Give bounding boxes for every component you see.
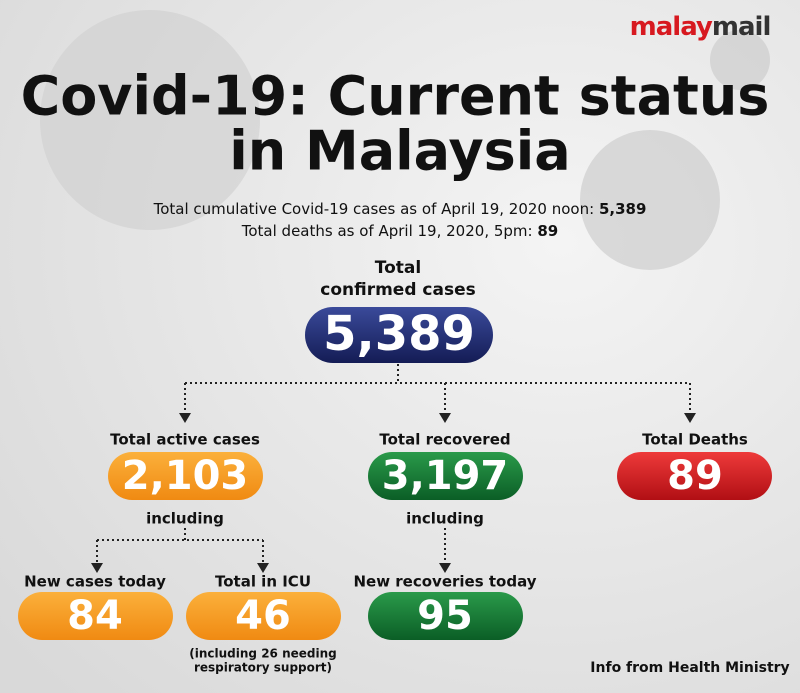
value: 89 (667, 453, 723, 499)
virus-decoration (40, 10, 770, 270)
pill (368, 592, 523, 640)
summary-text: Total deaths as of April 19, 2020, 5pm: (241, 222, 533, 240)
note: including (406, 510, 484, 528)
title: Covid-19: Current status (21, 65, 770, 128)
value: 3,197 (382, 453, 509, 499)
connectors (91, 364, 696, 573)
pill (617, 452, 772, 500)
label: Total (375, 258, 421, 278)
pill (108, 452, 263, 500)
label: New recoveries today (353, 573, 536, 591)
label: Total in ICU (215, 573, 311, 591)
summary: Total cumulative Covid-19 cases as of Ap… (153, 200, 647, 218)
label: New cases today (24, 573, 166, 591)
summary: Total deaths as of April 19, 2020, 5pm: … (241, 222, 559, 240)
title: in Malaysia (229, 120, 571, 183)
label: Total active cases (110, 431, 260, 449)
source: Info from Health Ministry (590, 660, 789, 676)
summary-text: Total cumulative Covid-19 cases as of Ap… (153, 200, 595, 218)
value: 5,389 (323, 306, 475, 362)
value: 46 (235, 593, 291, 639)
note: respiratory support) (194, 661, 332, 675)
note: including (146, 510, 224, 528)
label: Total recovered (379, 431, 510, 449)
pill (305, 307, 493, 363)
brand-part: mail (712, 12, 770, 42)
value: 2,103 (122, 453, 249, 499)
label: Total Deaths (642, 431, 748, 449)
pill (186, 592, 341, 640)
brand: malaymail (630, 12, 771, 42)
summary-value: 5,389 (599, 200, 646, 218)
value: 95 (417, 593, 473, 639)
label: confirmed cases (320, 280, 476, 300)
pill (368, 452, 523, 500)
summary-value: 89 (537, 222, 558, 240)
note: (including 26 needing (189, 647, 336, 661)
pill (18, 592, 173, 640)
value: 84 (67, 593, 123, 639)
brand-part: malay (630, 12, 713, 42)
